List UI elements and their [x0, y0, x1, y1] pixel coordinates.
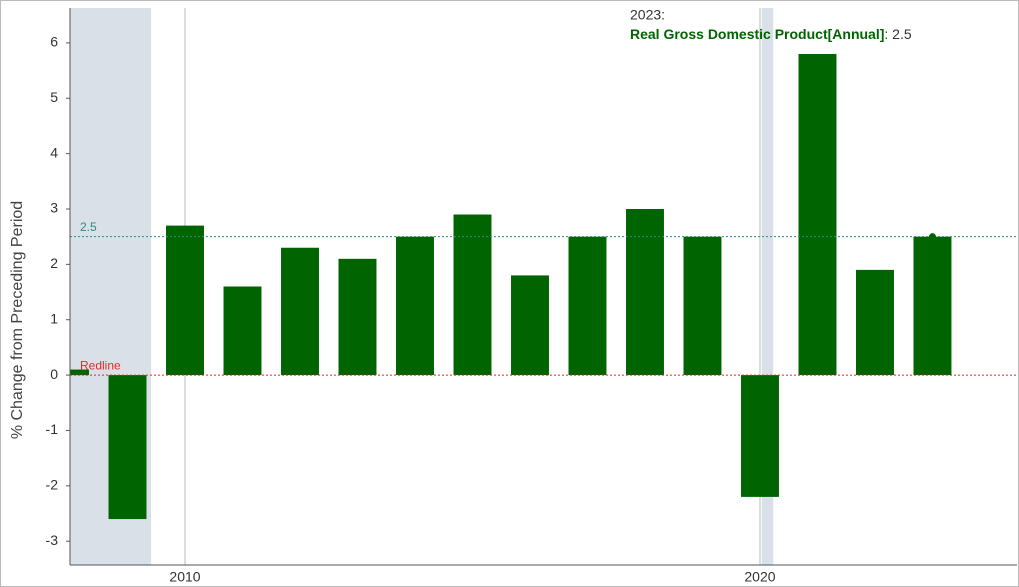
y-tick-label: 3	[50, 200, 58, 216]
y-tick-label: 4	[50, 144, 58, 160]
bar	[913, 236, 952, 376]
tooltip: 2023: Real Gross Domestic Product[Annual…	[630, 7, 912, 42]
y-tick-label: 0	[50, 366, 58, 382]
y-tick-label: 1	[50, 310, 58, 326]
y-tick-label: 2	[50, 255, 58, 271]
bar	[741, 375, 779, 497]
bar	[683, 236, 722, 376]
bar	[626, 208, 664, 376]
x-tick-label: 2020	[744, 569, 775, 585]
bar	[166, 225, 204, 376]
reference-label: Redline	[80, 358, 121, 372]
x-tick-label: 2010	[169, 569, 200, 585]
y-tick-label: 6	[50, 34, 58, 50]
bar	[396, 236, 434, 376]
tooltip-value: : 2.5	[884, 26, 911, 42]
tooltip-title: 2023:	[630, 7, 665, 23]
bar	[338, 258, 377, 376]
y-tick-label: -1	[46, 421, 59, 437]
hover-marker	[928, 233, 936, 241]
recession-band	[761, 8, 774, 565]
bar	[108, 375, 147, 520]
bar	[281, 247, 319, 376]
bar	[453, 214, 492, 376]
tooltip-series: Real Gross Domestic Product[Annual]	[630, 26, 884, 42]
y-tick-label: -2	[46, 477, 59, 493]
plot-area	[70, 8, 1017, 565]
bar	[568, 236, 607, 376]
bar	[856, 269, 894, 376]
bar	[798, 53, 837, 376]
reference-label: 2.5	[80, 220, 97, 234]
y-tick-label: -3	[46, 532, 59, 548]
bar	[70, 369, 89, 376]
bar	[223, 286, 262, 376]
y-axis-label: % Change from Preceding Period	[9, 201, 26, 439]
tooltip-line: Real Gross Domestic Product[Annual]: 2.5	[630, 26, 912, 42]
y-tick-label: 5	[50, 89, 58, 105]
bar	[511, 275, 549, 376]
